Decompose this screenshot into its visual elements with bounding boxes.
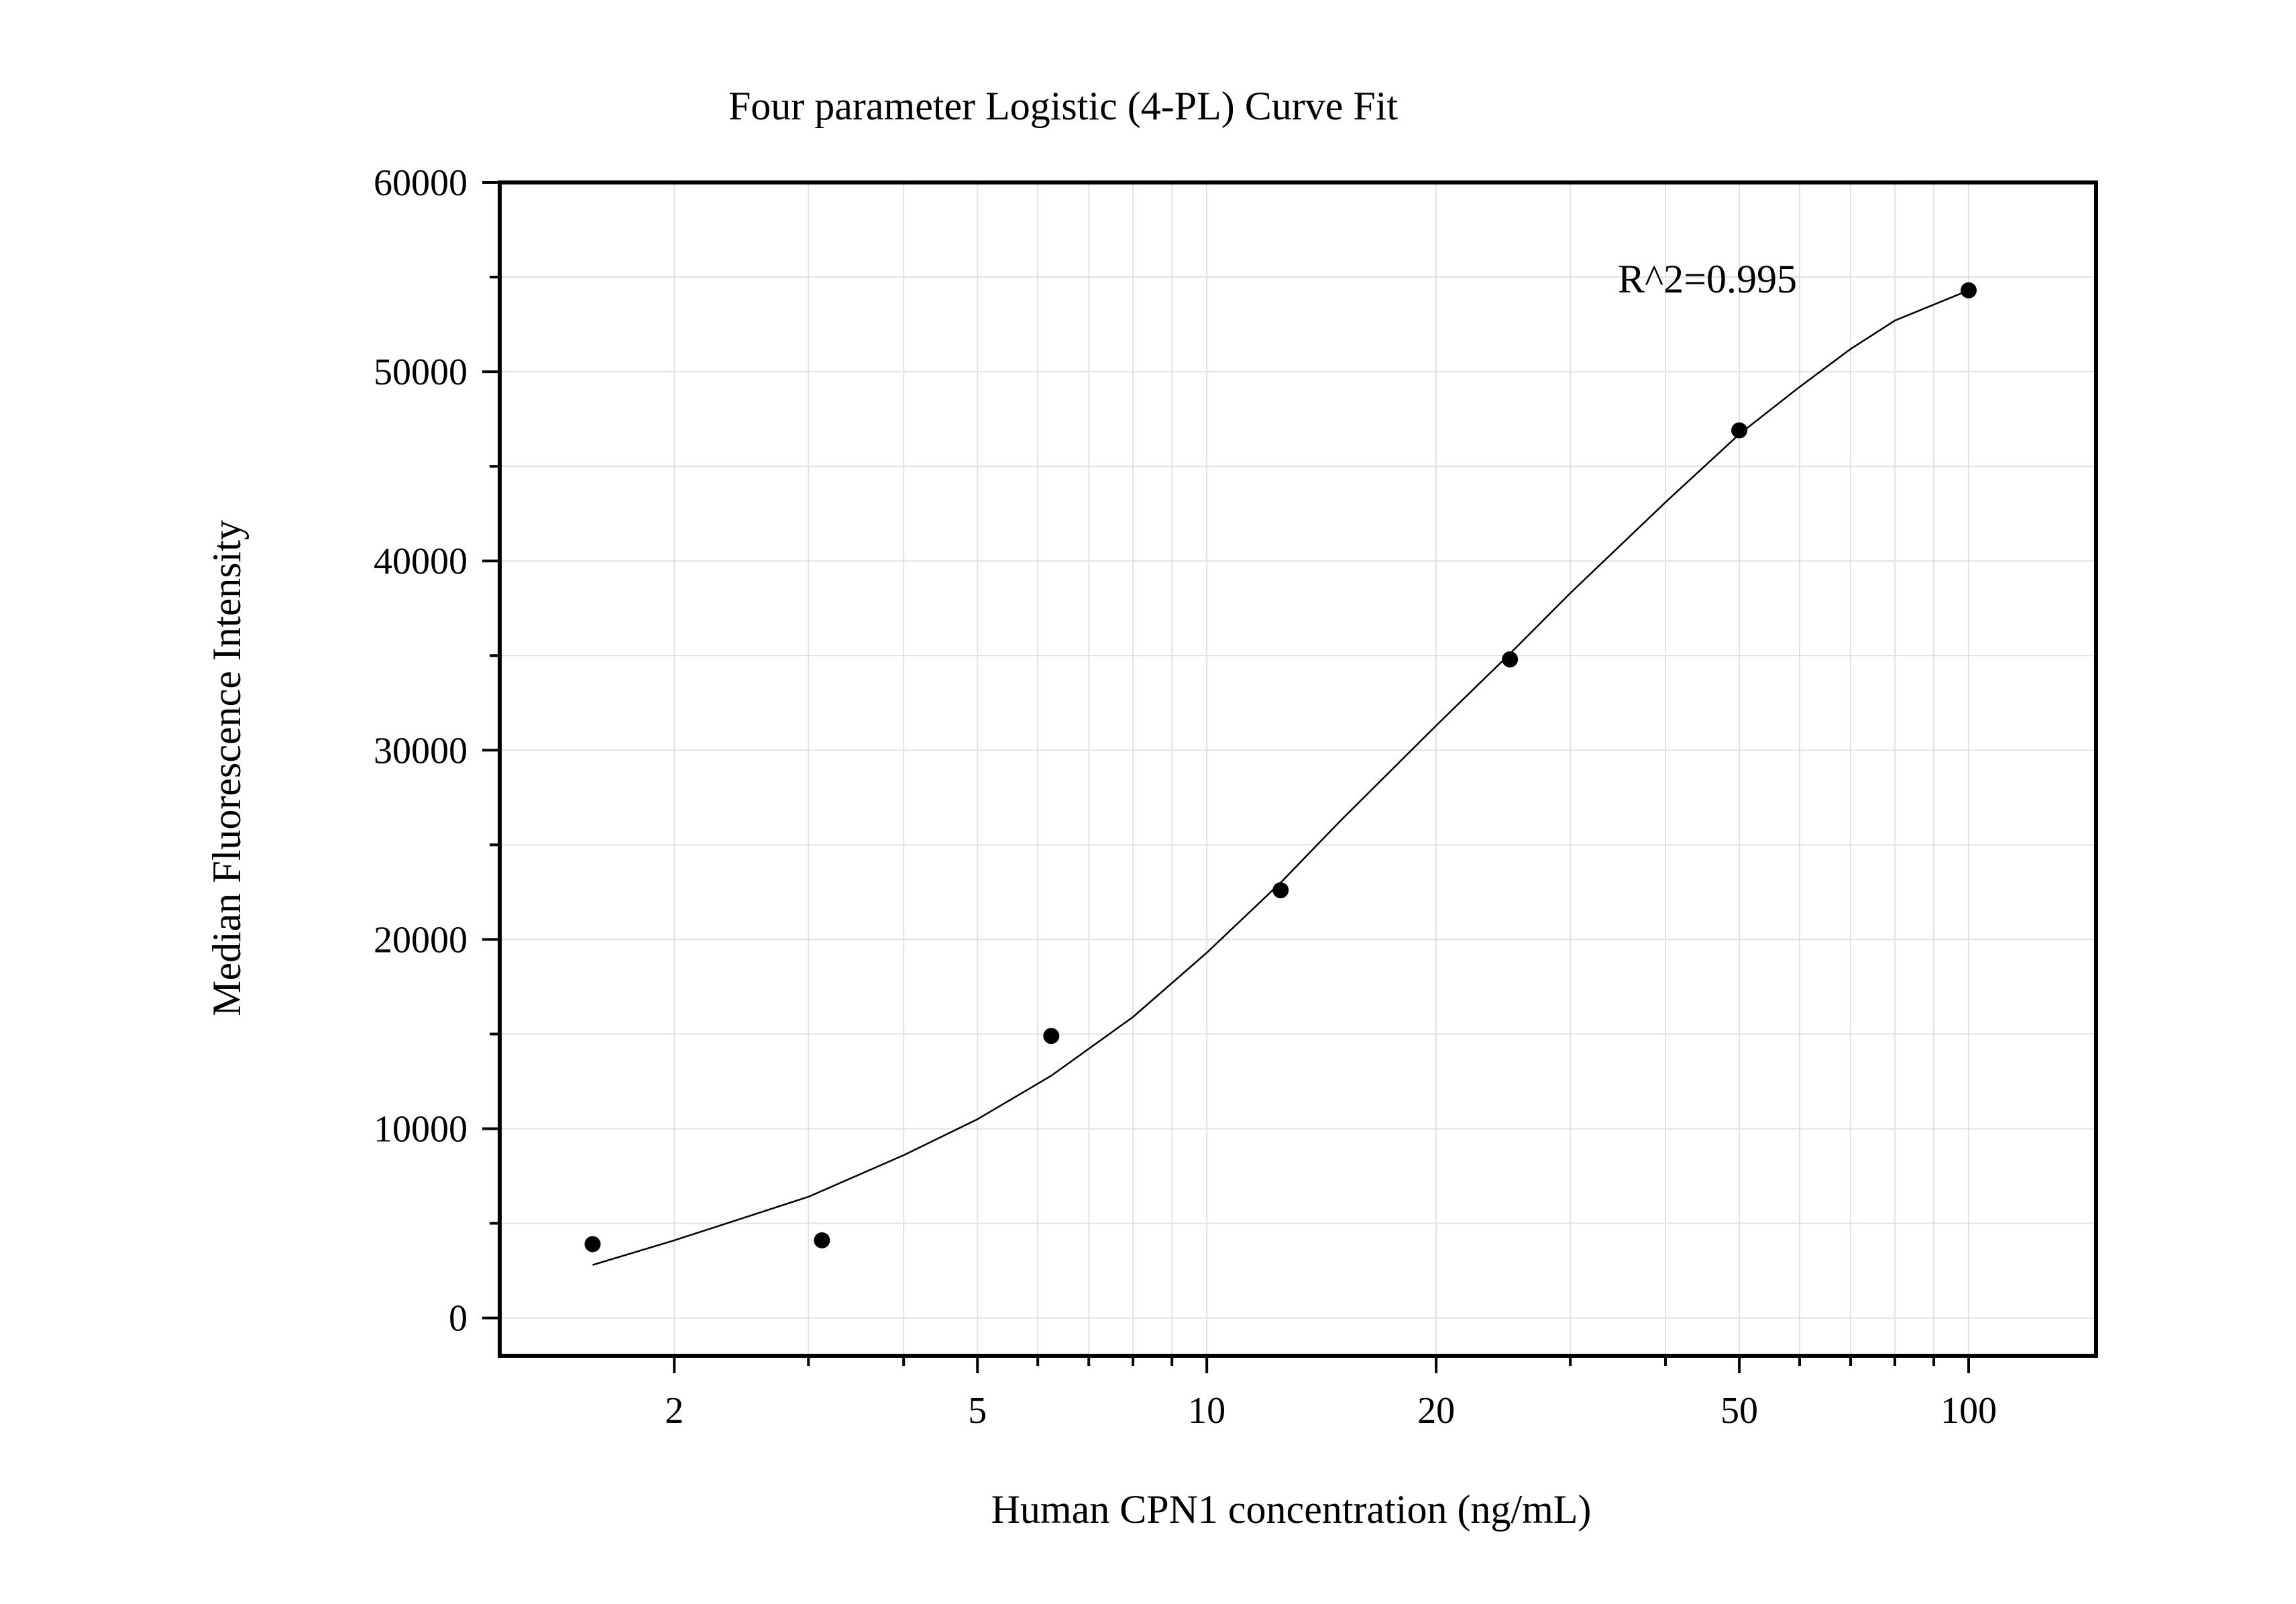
axis-ticks bbox=[482, 181, 1970, 1373]
y-tick-label: 10000 bbox=[374, 1108, 468, 1150]
axis-tick-labels: 2 5 10 20 50 100 0 10000 20000 30000 40000 50000 600… bbox=[374, 162, 1997, 1432]
data-point bbox=[1272, 882, 1289, 899]
data-point bbox=[1502, 651, 1519, 667]
y-tick-label: 50000 bbox=[374, 352, 468, 393]
data-point bbox=[814, 1232, 830, 1248]
fit-curve-layer bbox=[592, 289, 1969, 1266]
x-tick-label: 5 bbox=[968, 1390, 987, 1432]
y-tick-label: 0 bbox=[449, 1298, 468, 1340]
x-tick-label: 2 bbox=[665, 1390, 684, 1432]
x-tick-label: 20 bbox=[1417, 1390, 1455, 1432]
x-tick-label: 10 bbox=[1188, 1390, 1225, 1432]
y-tick-label: 20000 bbox=[374, 919, 468, 961]
data-point bbox=[1960, 282, 1977, 299]
data-point bbox=[584, 1236, 601, 1252]
x-tick-label: 50 bbox=[1720, 1390, 1758, 1432]
plot-frame bbox=[498, 180, 2098, 1358]
data-point bbox=[1043, 1028, 1060, 1045]
data-points-layer bbox=[584, 282, 1977, 1252]
x-tick-label: 100 bbox=[1940, 1390, 1997, 1432]
data-point bbox=[1731, 422, 1748, 439]
y-tick-label: 30000 bbox=[374, 730, 468, 771]
chart-title: Four parameter Logistic (4-PL) Curve Fit bbox=[728, 84, 1398, 128]
r-squared-annotation: R^2=0.995 bbox=[1618, 257, 1797, 301]
y-axis-label: Median Fluorescence Intensity bbox=[205, 520, 249, 1016]
fit-curve bbox=[592, 289, 1969, 1266]
y-tick-label: 40000 bbox=[374, 541, 468, 582]
x-axis-label: Human CPN1 concentration (ng/mL) bbox=[991, 1487, 1592, 1532]
grid-lines bbox=[500, 182, 2096, 1356]
y-tick-label: 60000 bbox=[374, 162, 468, 204]
